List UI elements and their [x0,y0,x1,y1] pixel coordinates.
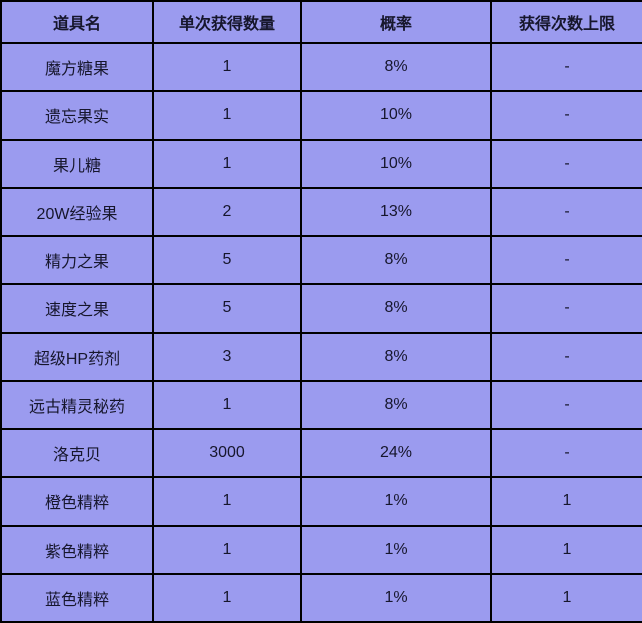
item-name-cell: 超级HP药剂 [0,331,154,382]
value-cell: 1 [490,476,642,527]
value-cell: - [490,234,642,286]
item-name-cell: 遗忘果实 [0,90,154,141]
value-cell: - [490,283,642,334]
value-cell: 1 [490,524,642,575]
table-row: 洛克贝 3000 24% - [0,427,642,479]
value-cell: 1 [152,524,302,575]
value-cell: 8% [300,41,492,93]
item-name-cell: 魔方糖果 [0,41,154,93]
value-cell: 5 [152,234,302,286]
header-row: 道具名 单次获得数量 概率 获得次数上限 [0,0,642,44]
table-row: 20W经验果 2 13% - [0,186,642,238]
item-name-cell: 洛克贝 [0,427,154,479]
item-name-cell: 精力之果 [0,234,154,286]
value-cell: 3000 [152,427,302,479]
value-cell: 1% [300,524,492,575]
value-cell: - [490,138,642,189]
table-row: 精力之果 5 8% - [0,234,642,286]
value-cell: - [490,41,642,93]
value-cell: 8% [300,379,492,431]
value-cell: 13% [300,186,492,238]
value-cell: 8% [300,234,492,286]
value-cell: 1 [152,572,302,623]
table-row: 果儿糖 1 10% - [0,138,642,189]
value-cell: 8% [300,331,492,382]
column-header: 获得次数上限 [490,0,642,44]
item-name-cell: 蓝色精粹 [0,572,154,623]
item-name-cell: 紫色精粹 [0,524,154,575]
value-cell: 1 [152,90,302,141]
value-cell: 5 [152,283,302,334]
item-name-cell: 远古精灵秘药 [0,379,154,431]
table-row: 蓝色精粹 1 1% 1 [0,572,642,623]
table-row: 速度之果 5 8% - [0,283,642,334]
item-name-cell: 橙色精粹 [0,476,154,527]
value-cell: - [490,90,642,141]
value-cell: - [490,331,642,382]
value-cell: 1 [152,476,302,527]
table-header: 道具名 单次获得数量 概率 获得次数上限 [0,0,642,44]
value-cell: 10% [300,138,492,189]
value-cell: 1 [152,41,302,93]
table-row: 紫色精粹 1 1% 1 [0,524,642,575]
item-name-cell: 果儿糖 [0,138,154,189]
value-cell: - [490,379,642,431]
value-cell: 1 [152,138,302,189]
value-cell: 10% [300,90,492,141]
value-cell: - [490,186,642,238]
item-name-cell: 20W经验果 [0,186,154,238]
value-cell: - [490,427,642,479]
value-cell: 24% [300,427,492,479]
column-header: 单次获得数量 [152,0,302,44]
column-header: 概率 [300,0,492,44]
table-body: 魔方糖果 1 8% - 遗忘果实 1 10% - 果儿糖 1 10% -20W经验果 2 13% - 精力之果… [0,41,642,623]
table-row: 远古精灵秘药 1 8% - [0,379,642,431]
item-name-cell: 速度之果 [0,283,154,334]
value-cell: 1 [152,379,302,431]
table-row: 魔方糖果 1 8% - [0,41,642,93]
value-cell: 1 [490,572,642,623]
value-cell: 1% [300,476,492,527]
table-row: 橙色精粹 1 1% 1 [0,476,642,527]
value-cell: 1% [300,572,492,623]
table-row: 超级HP药剂 3 8% - [0,331,642,382]
value-cell: 3 [152,331,302,382]
column-header: 道具名 [0,0,154,44]
value-cell: 8% [300,283,492,334]
table-row: 遗忘果实 1 10% - [0,90,642,141]
value-cell: 2 [152,186,302,238]
